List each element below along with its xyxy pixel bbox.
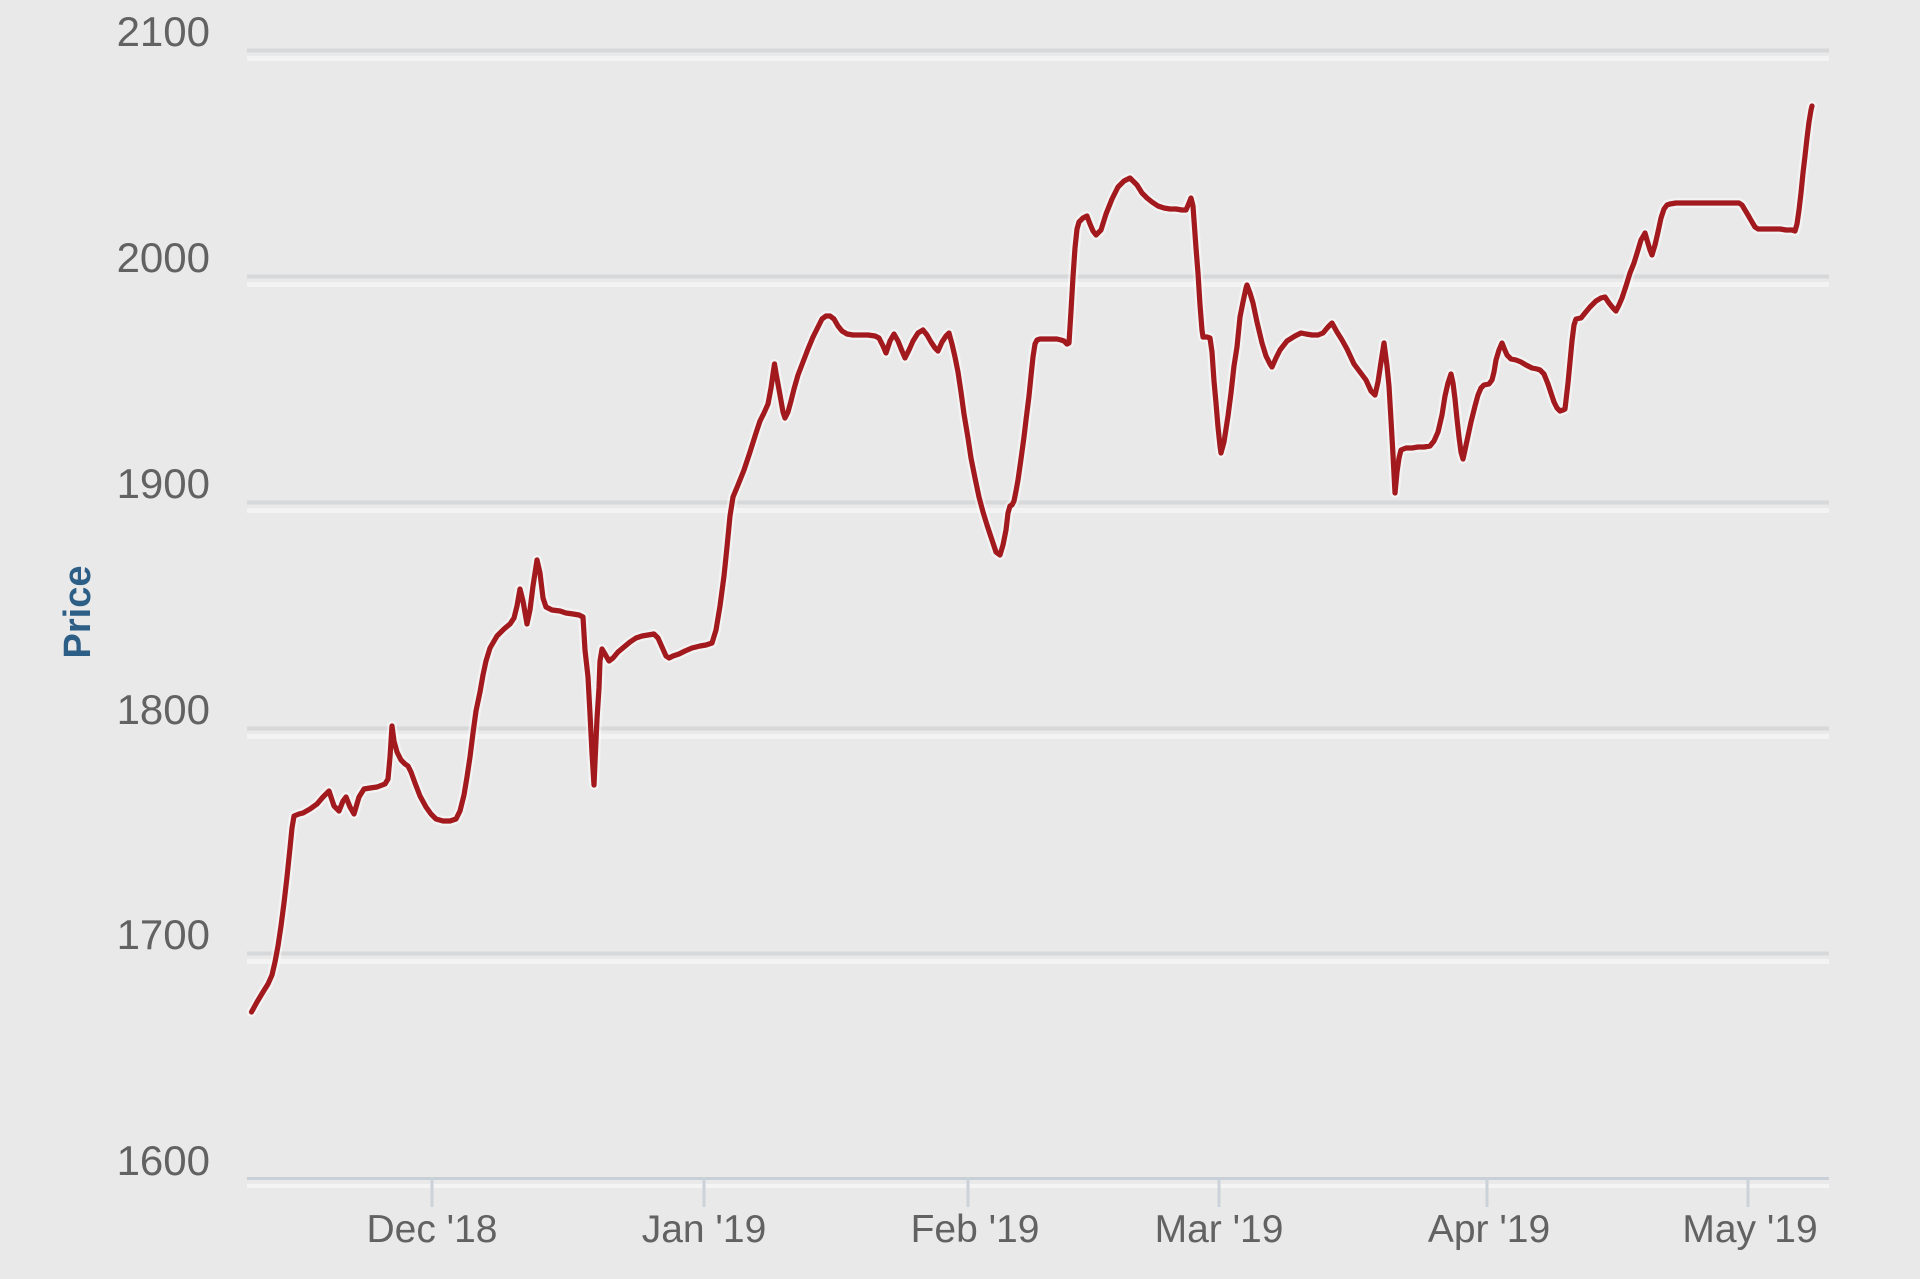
svg-text:Price: Price [57,566,99,659]
svg-text:Apr '19: Apr '19 [1428,1208,1550,1251]
svg-text:Mar '19: Mar '19 [1155,1208,1284,1251]
svg-text:Dec '18: Dec '18 [366,1208,497,1251]
svg-text:1800: 1800 [117,686,210,733]
svg-text:1600: 1600 [117,1137,210,1184]
svg-text:2000: 2000 [117,234,210,281]
svg-text:May '19: May '19 [1682,1208,1817,1251]
svg-text:2100: 2100 [117,8,210,55]
svg-text:1700: 1700 [117,911,210,958]
svg-text:Feb '19: Feb '19 [911,1208,1040,1251]
svg-text:Jan '19: Jan '19 [642,1208,767,1251]
svg-text:1900: 1900 [117,460,210,507]
